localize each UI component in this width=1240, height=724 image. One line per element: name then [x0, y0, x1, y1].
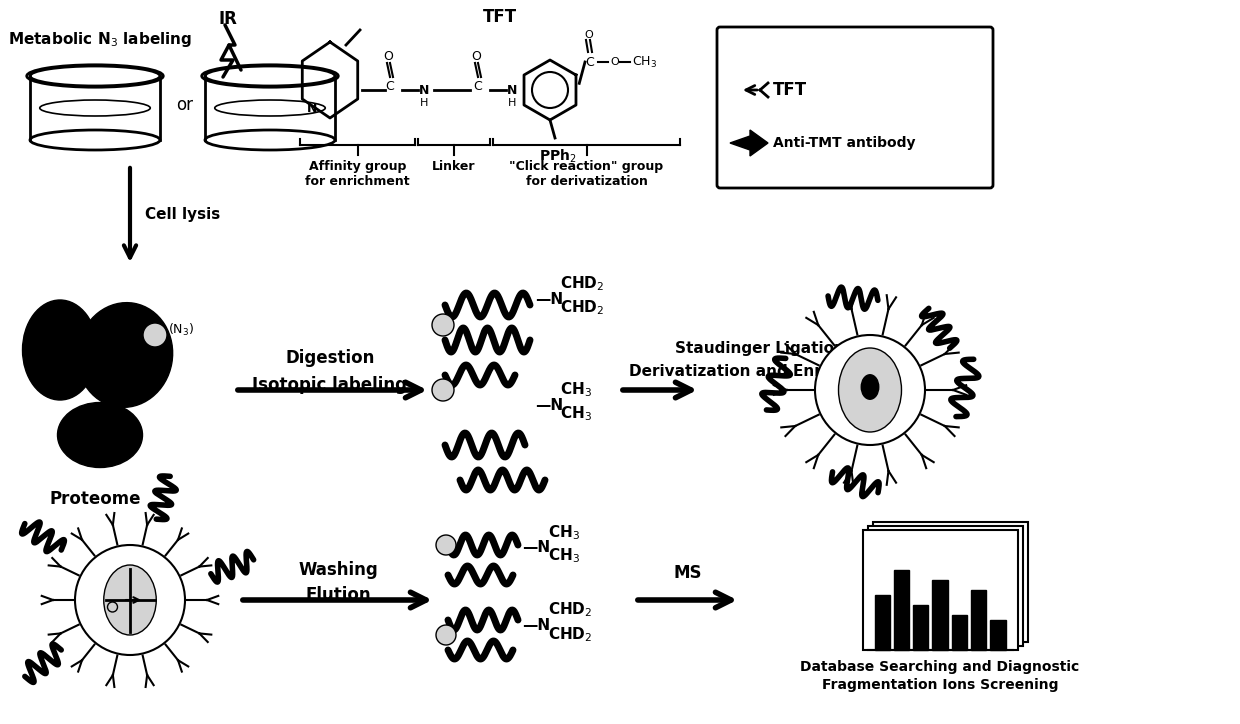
Bar: [991, 620, 1006, 650]
Text: —N: —N: [534, 397, 563, 413]
Polygon shape: [730, 130, 768, 156]
Text: CHD$_2$: CHD$_2$: [548, 601, 593, 619]
Circle shape: [74, 545, 185, 655]
Text: for derivatization: for derivatization: [526, 175, 647, 188]
Text: O: O: [584, 30, 594, 40]
Bar: [951, 615, 967, 650]
Circle shape: [432, 314, 454, 336]
Text: Washing: Washing: [298, 561, 378, 579]
Circle shape: [436, 535, 456, 555]
Text: or: or: [176, 96, 193, 114]
Text: C: C: [585, 56, 594, 69]
Text: O: O: [610, 57, 619, 67]
Text: CH$_3$: CH$_3$: [632, 54, 657, 70]
Bar: [863, 530, 1018, 650]
Text: for enrichment: for enrichment: [305, 175, 409, 188]
Text: Cell lysis: Cell lysis: [145, 208, 221, 222]
Bar: [874, 595, 890, 650]
Text: N: N: [419, 83, 429, 96]
Text: Elution: Elution: [305, 586, 371, 604]
Text: C: C: [474, 80, 482, 93]
Text: CHD$_2$: CHD$_2$: [548, 626, 593, 644]
Text: O: O: [383, 51, 393, 64]
Ellipse shape: [22, 300, 98, 400]
Text: Metabolic N$_3$ labeling: Metabolic N$_3$ labeling: [7, 30, 192, 49]
Text: Staudinger Ligation: Staudinger Ligation: [675, 340, 844, 355]
Text: Database Searching and Diagnostic: Database Searching and Diagnostic: [800, 660, 1080, 674]
Text: Affinity group: Affinity group: [309, 160, 407, 173]
Text: TFT: TFT: [773, 81, 807, 99]
Text: CHD$_2$: CHD$_2$: [560, 274, 604, 293]
Bar: [971, 590, 986, 650]
FancyBboxPatch shape: [717, 27, 993, 188]
Text: Anti-TMT antibody: Anti-TMT antibody: [773, 136, 915, 150]
Text: O: O: [471, 51, 481, 64]
Text: CH$_3$: CH$_3$: [548, 523, 580, 542]
Text: H: H: [420, 98, 428, 108]
Bar: [932, 580, 947, 650]
Text: PPh$_2$: PPh$_2$: [539, 148, 577, 165]
Bar: [894, 570, 909, 650]
Text: —N: —N: [522, 618, 551, 633]
Text: CHD$_2$: CHD$_2$: [560, 298, 604, 317]
Text: TFT: TFT: [482, 8, 517, 26]
Ellipse shape: [77, 303, 172, 408]
Text: Linker: Linker: [433, 160, 476, 173]
Text: H: H: [508, 98, 516, 108]
Bar: [913, 605, 929, 650]
Text: Isotopic labeling: Isotopic labeling: [253, 376, 408, 394]
Text: Digestion: Digestion: [285, 349, 374, 367]
Ellipse shape: [862, 375, 879, 399]
Ellipse shape: [104, 565, 156, 635]
Text: Proteome: Proteome: [50, 490, 141, 508]
Ellipse shape: [838, 348, 901, 432]
Text: N: N: [306, 101, 317, 114]
Circle shape: [436, 625, 456, 645]
Text: MS: MS: [673, 564, 702, 582]
Circle shape: [108, 602, 118, 612]
Text: Fragmentation Ions Screening: Fragmentation Ions Screening: [822, 678, 1058, 692]
Text: —N: —N: [534, 292, 563, 308]
Bar: [868, 526, 1023, 646]
Text: "Click reaction" group: "Click reaction" group: [510, 160, 663, 173]
Text: —N: —N: [522, 541, 551, 555]
Text: (N$_3$): (N$_3$): [167, 322, 195, 338]
Circle shape: [143, 323, 167, 347]
Ellipse shape: [57, 403, 143, 468]
Text: CH$_3$: CH$_3$: [560, 381, 591, 400]
Text: Derivatization and Enrichment: Derivatization and Enrichment: [629, 364, 892, 379]
Text: CH$_3$: CH$_3$: [548, 547, 580, 565]
Circle shape: [815, 335, 925, 445]
Text: N: N: [507, 83, 517, 96]
Text: IR: IR: [218, 10, 237, 28]
Circle shape: [432, 379, 454, 401]
Bar: [873, 522, 1028, 642]
Text: CH$_3$: CH$_3$: [560, 405, 591, 424]
Text: C: C: [386, 80, 394, 93]
